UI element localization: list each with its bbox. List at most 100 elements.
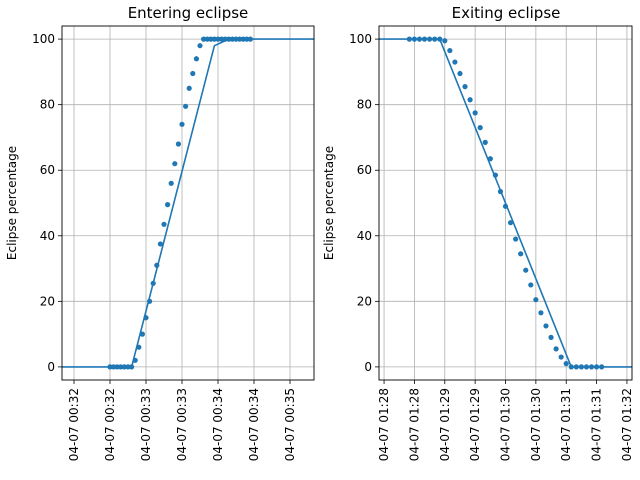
x-tick-label: 04-07 01:29 — [438, 388, 452, 461]
data-point — [211, 36, 217, 42]
data-point — [233, 36, 239, 42]
x-tick-label: 04-07 01:30 — [499, 388, 513, 461]
data-point — [467, 97, 473, 103]
data-point — [237, 36, 243, 42]
data-point — [538, 310, 544, 316]
data-point — [111, 364, 117, 370]
data-point — [118, 364, 124, 370]
data-point — [411, 36, 418, 42]
grid — [62, 26, 314, 380]
data-point — [208, 36, 214, 42]
chart-title: Exiting eclipse — [452, 4, 561, 22]
data-point — [472, 110, 478, 116]
data-point — [487, 156, 493, 162]
y-tick-label: 80 — [40, 98, 55, 112]
data-point — [558, 354, 564, 360]
data-point — [457, 70, 463, 77]
series-points — [107, 36, 253, 370]
data-point — [452, 59, 458, 65]
data-point — [563, 361, 569, 367]
x-tick-label: 04-07 00:33 — [139, 388, 153, 461]
data-point — [150, 280, 156, 286]
data-point — [247, 36, 253, 42]
data-point — [114, 364, 120, 370]
data-point — [240, 36, 246, 42]
data-point — [143, 315, 149, 321]
y-tick-label: 60 — [357, 163, 372, 177]
data-point — [215, 36, 221, 42]
data-point — [161, 221, 167, 227]
data-point — [197, 43, 203, 49]
y-tick-label: 20 — [357, 294, 372, 308]
data-point — [437, 36, 443, 42]
data-point — [406, 36, 412, 42]
x-tick-label: 04-07 01:28 — [377, 388, 391, 461]
x-tick-label: 04-07 01:31 — [590, 388, 604, 461]
data-point — [139, 331, 145, 337]
data-point — [502, 203, 509, 209]
data-point — [193, 56, 199, 62]
data-point — [523, 267, 529, 273]
data-point — [462, 84, 468, 90]
x-ticks: 04-07 00:32 04-07 00:32 04-07 00:33 04-07 0… — [67, 380, 297, 461]
data-point — [175, 141, 181, 147]
data-point — [442, 38, 448, 44]
data-point — [533, 297, 539, 303]
y-tick-label: 80 — [357, 98, 372, 112]
data-point — [573, 364, 579, 370]
data-point — [568, 364, 574, 370]
data-point — [599, 364, 605, 370]
x-tick-label: 04-07 00:35 — [283, 388, 297, 461]
y-axis-label: Eclipse percentage — [322, 146, 336, 260]
data-point — [136, 344, 142, 350]
data-point — [593, 364, 600, 370]
data-point — [244, 36, 250, 42]
data-point — [548, 334, 554, 340]
y-ticks: 0 20 40 60 80 100 — [32, 32, 62, 374]
chart-title: Entering eclipse — [128, 4, 249, 22]
data-point — [416, 36, 423, 42]
x-tick-label: 04-07 00:32 — [67, 388, 81, 461]
data-point — [201, 36, 207, 42]
x-tick-label: 04-07 01:29 — [468, 388, 482, 461]
axes-frame — [61, 25, 315, 381]
data-point — [168, 180, 174, 186]
data-point — [154, 262, 160, 268]
y-tick-label: 60 — [40, 163, 55, 177]
data-point — [222, 36, 228, 42]
x-tick-label: 04-07 01:30 — [529, 388, 543, 461]
data-point — [129, 364, 135, 370]
data-point — [165, 202, 171, 208]
data-point — [132, 357, 138, 363]
data-point — [229, 36, 235, 42]
data-point — [427, 36, 433, 42]
y-axis-label: Eclipse percentage — [5, 146, 19, 260]
y-ticks: 0 20 40 60 80 100 — [349, 32, 379, 374]
y-tick-label: 100 — [349, 32, 372, 46]
x-ticks: 04-07 01:28 04-07 01:28 04-07 01:29 04-07 0… — [377, 380, 634, 461]
chart-exiting-eclipse: Exiting eclipse Eclipse percentage 0 20 40… — [322, 4, 634, 461]
data-point — [492, 172, 498, 178]
x-tick-label: 04-07 01:31 — [559, 388, 573, 461]
data-point — [477, 125, 483, 131]
y-tick-label: 20 — [40, 294, 55, 308]
data-point — [497, 188, 504, 195]
data-point — [107, 364, 113, 370]
data-point — [583, 364, 590, 370]
data-point — [121, 364, 127, 370]
y-tick-label: 40 — [40, 229, 55, 243]
x-tick-label: 04-07 00:32 — [103, 388, 117, 461]
data-point — [588, 364, 595, 370]
data-point — [179, 121, 185, 127]
data-point — [226, 36, 232, 42]
data-point — [543, 323, 549, 329]
data-point — [578, 364, 585, 370]
data-point — [513, 236, 519, 242]
data-point — [183, 103, 189, 109]
data-point — [482, 139, 488, 145]
x-tick-label: 04-07 00:34 — [211, 388, 225, 461]
x-tick-label: 04-07 00:33 — [175, 388, 189, 461]
data-point — [157, 241, 163, 247]
